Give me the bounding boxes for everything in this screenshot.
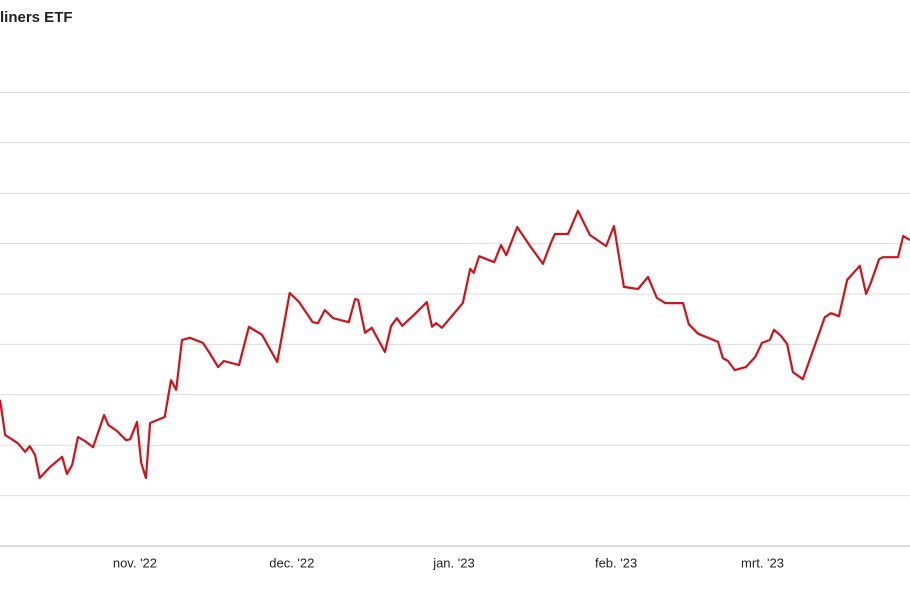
x-tick-label: jan. '23	[432, 555, 475, 570]
x-tick-label: feb. '23	[595, 555, 637, 570]
x-tick-label: dec. '22	[269, 555, 314, 570]
chart-title: liners ETF	[0, 9, 73, 26]
series-line	[0, 209, 910, 480]
x-tick-label: mrt. '23	[741, 555, 784, 570]
x-tick-label: nov. '22	[113, 555, 157, 570]
